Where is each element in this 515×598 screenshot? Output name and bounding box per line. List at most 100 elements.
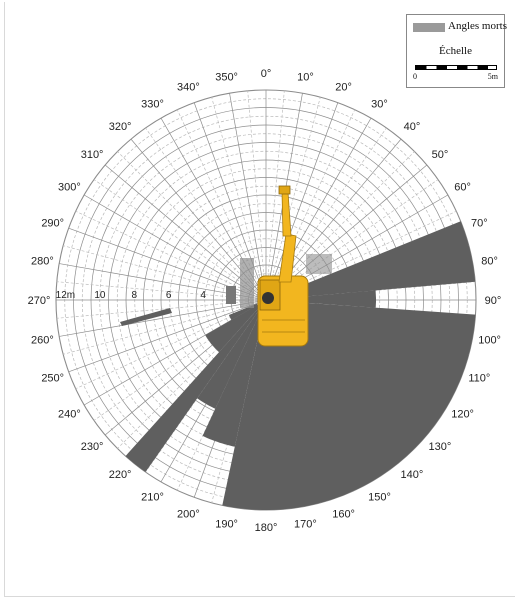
angle-label: 90° xyxy=(485,295,502,307)
angle-label: 80° xyxy=(481,256,498,268)
grid-spoke xyxy=(267,97,321,293)
grid-spoke xyxy=(268,102,339,293)
blind-spot-sector xyxy=(125,307,261,472)
blind-spot-sector xyxy=(202,309,264,447)
blind-spot-sector xyxy=(305,290,376,308)
angle-label: 350° xyxy=(215,71,238,83)
angle-label: 320° xyxy=(109,121,132,133)
grid-spoke xyxy=(273,210,457,297)
legend-box: Angles morts Échelle 0 5m xyxy=(406,14,507,88)
grid-spoke xyxy=(63,245,259,299)
grid-spoke xyxy=(56,300,259,319)
angle-label: 300° xyxy=(58,182,81,194)
grid-spoke xyxy=(130,138,262,295)
angle-label: 130° xyxy=(429,441,452,453)
blind-spot-sector xyxy=(303,221,476,297)
blind-spot-sector xyxy=(222,300,476,510)
grid-spoke xyxy=(104,164,261,296)
excavator-boom xyxy=(278,233,297,283)
grid-spoke xyxy=(271,164,428,296)
grid-spoke xyxy=(59,263,259,299)
grid-spoke xyxy=(93,304,260,421)
angle-label: 20° xyxy=(335,82,352,94)
grid-spoke xyxy=(272,179,439,296)
angle-label: 150° xyxy=(368,492,391,504)
grid-spoke xyxy=(75,210,259,297)
angle-label: 260° xyxy=(31,334,54,346)
grid-spoke xyxy=(145,306,262,473)
blind-spot-zones xyxy=(120,221,476,510)
angle-label: 220° xyxy=(109,469,132,481)
angle-label: 330° xyxy=(141,98,164,110)
angle-label: 310° xyxy=(81,149,104,161)
angle-label: 280° xyxy=(31,256,54,268)
excavator-bucket xyxy=(278,185,291,195)
scale-end: 5m xyxy=(487,72,498,81)
grid-spoke xyxy=(247,90,266,293)
excavator xyxy=(226,185,332,347)
grid-spoke xyxy=(266,90,285,293)
blind-spot-swatch xyxy=(413,23,445,32)
angle-label: 190° xyxy=(215,519,238,531)
angle-label: 290° xyxy=(41,217,64,229)
grid-spoke xyxy=(270,127,387,294)
legend-blind-label: Angles morts xyxy=(448,20,507,32)
right-track-shadow xyxy=(306,254,332,274)
left-track-shadow xyxy=(240,258,254,308)
angle-label: 110° xyxy=(468,373,490,385)
grid-spoke xyxy=(68,302,259,373)
scale-bar xyxy=(415,65,497,70)
angle-label: 140° xyxy=(401,469,424,481)
angle-label: 120° xyxy=(451,409,474,421)
grid-spoke xyxy=(56,281,259,300)
distance-label: 4 xyxy=(200,290,206,301)
angle-label: 30° xyxy=(371,98,388,110)
excavator-pivot xyxy=(262,292,274,304)
angle-label: 340° xyxy=(177,82,200,94)
grid-spoke xyxy=(63,301,259,355)
grid-spoke xyxy=(83,194,260,297)
distance-label: 6 xyxy=(166,290,172,301)
angle-label: 240° xyxy=(58,409,81,421)
angle-label: 60° xyxy=(454,182,471,194)
angle-label: 200° xyxy=(177,508,200,520)
angle-labels: 0° 10° 20° 30° 40° 50° 60° 70° 80° 90° 100° 110° 120… xyxy=(28,68,502,534)
grid-spoke xyxy=(117,305,261,449)
angle-label: 0° xyxy=(261,68,272,80)
grid-spoke xyxy=(269,109,356,293)
blind-spot-strip xyxy=(120,308,172,326)
grid-spoke xyxy=(271,151,415,295)
grid-spoke xyxy=(59,301,259,337)
scale-start: 0 xyxy=(413,72,417,81)
grid-spoke xyxy=(229,93,265,293)
angle-label: 10° xyxy=(297,71,314,83)
grid-spoke xyxy=(75,303,259,390)
angle-label: 40° xyxy=(404,121,421,133)
distance-label: 12m xyxy=(56,290,75,301)
blind-spot-sector xyxy=(197,308,262,409)
distance-labels: 12m 10 8 6 4 xyxy=(56,290,207,301)
blind-spot-sector xyxy=(205,305,260,352)
rear-shadow xyxy=(226,286,236,304)
distance-label: 8 xyxy=(132,290,138,301)
distance-label: 10 xyxy=(94,290,106,301)
angle-label: 270° xyxy=(28,295,51,307)
grid-spoke xyxy=(211,97,265,293)
grid-spoke xyxy=(145,127,262,294)
grid-spoke xyxy=(176,109,263,293)
angle-label: 160° xyxy=(332,508,355,520)
scale-title: Échelle xyxy=(439,45,472,57)
angle-label: 170° xyxy=(294,519,317,531)
angle-label: 70° xyxy=(471,217,488,229)
angle-label: 230° xyxy=(81,441,104,453)
angle-label: 50° xyxy=(432,149,449,161)
angle-label: 180° xyxy=(255,522,278,534)
grid-spoke xyxy=(68,227,259,298)
excavator-stick xyxy=(281,191,292,237)
figure-frame xyxy=(4,2,515,597)
angle-label: 250° xyxy=(41,373,64,385)
grid-spoke xyxy=(117,151,261,295)
angle-label: 100° xyxy=(478,334,501,346)
angle-label: 210° xyxy=(141,492,164,504)
